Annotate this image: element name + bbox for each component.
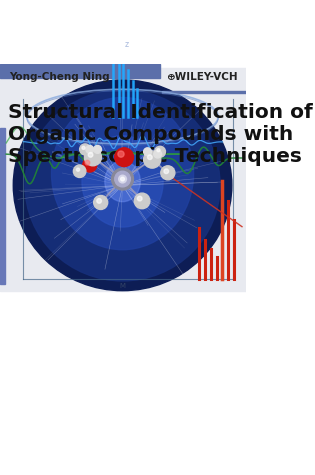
Circle shape [118,151,124,157]
Circle shape [80,144,90,155]
Circle shape [119,175,126,183]
Circle shape [88,152,93,157]
Circle shape [73,165,86,178]
Text: Spectroscopic Techniques: Spectroscopic Techniques [8,147,302,166]
Circle shape [115,171,130,187]
Circle shape [157,149,160,152]
Circle shape [86,145,94,153]
Ellipse shape [13,80,232,291]
Circle shape [85,161,90,165]
Ellipse shape [105,161,140,202]
Circle shape [82,146,85,150]
Circle shape [147,155,152,160]
Ellipse shape [52,97,194,250]
Circle shape [137,196,142,201]
Text: Structural Identification of: Structural Identification of [8,104,312,123]
Circle shape [144,151,161,168]
Circle shape [94,195,108,209]
Circle shape [94,145,101,153]
Circle shape [164,169,169,173]
Bar [162,91,246,93]
Circle shape [115,148,134,167]
Circle shape [77,168,80,171]
Circle shape [155,146,165,157]
Circle shape [134,193,150,209]
Circle shape [121,177,124,181]
Text: z: z [125,40,129,49]
Circle shape [112,168,134,190]
Circle shape [144,148,152,156]
Circle shape [84,149,101,166]
Text: ⊕WILEY-VCH: ⊕WILEY-VCH [166,72,238,82]
Ellipse shape [82,136,163,227]
Text: M: M [120,283,126,289]
Circle shape [97,199,101,203]
Circle shape [161,166,175,180]
Bar [0,64,160,78]
Ellipse shape [25,90,220,281]
Circle shape [154,150,162,158]
Bar [0,68,246,291]
Text: Organic Compounds with: Organic Compounds with [8,125,293,144]
Circle shape [83,158,97,172]
Bar [0,128,5,285]
Text: Yong-Cheng Ning: Yong-Cheng Ning [9,72,110,82]
